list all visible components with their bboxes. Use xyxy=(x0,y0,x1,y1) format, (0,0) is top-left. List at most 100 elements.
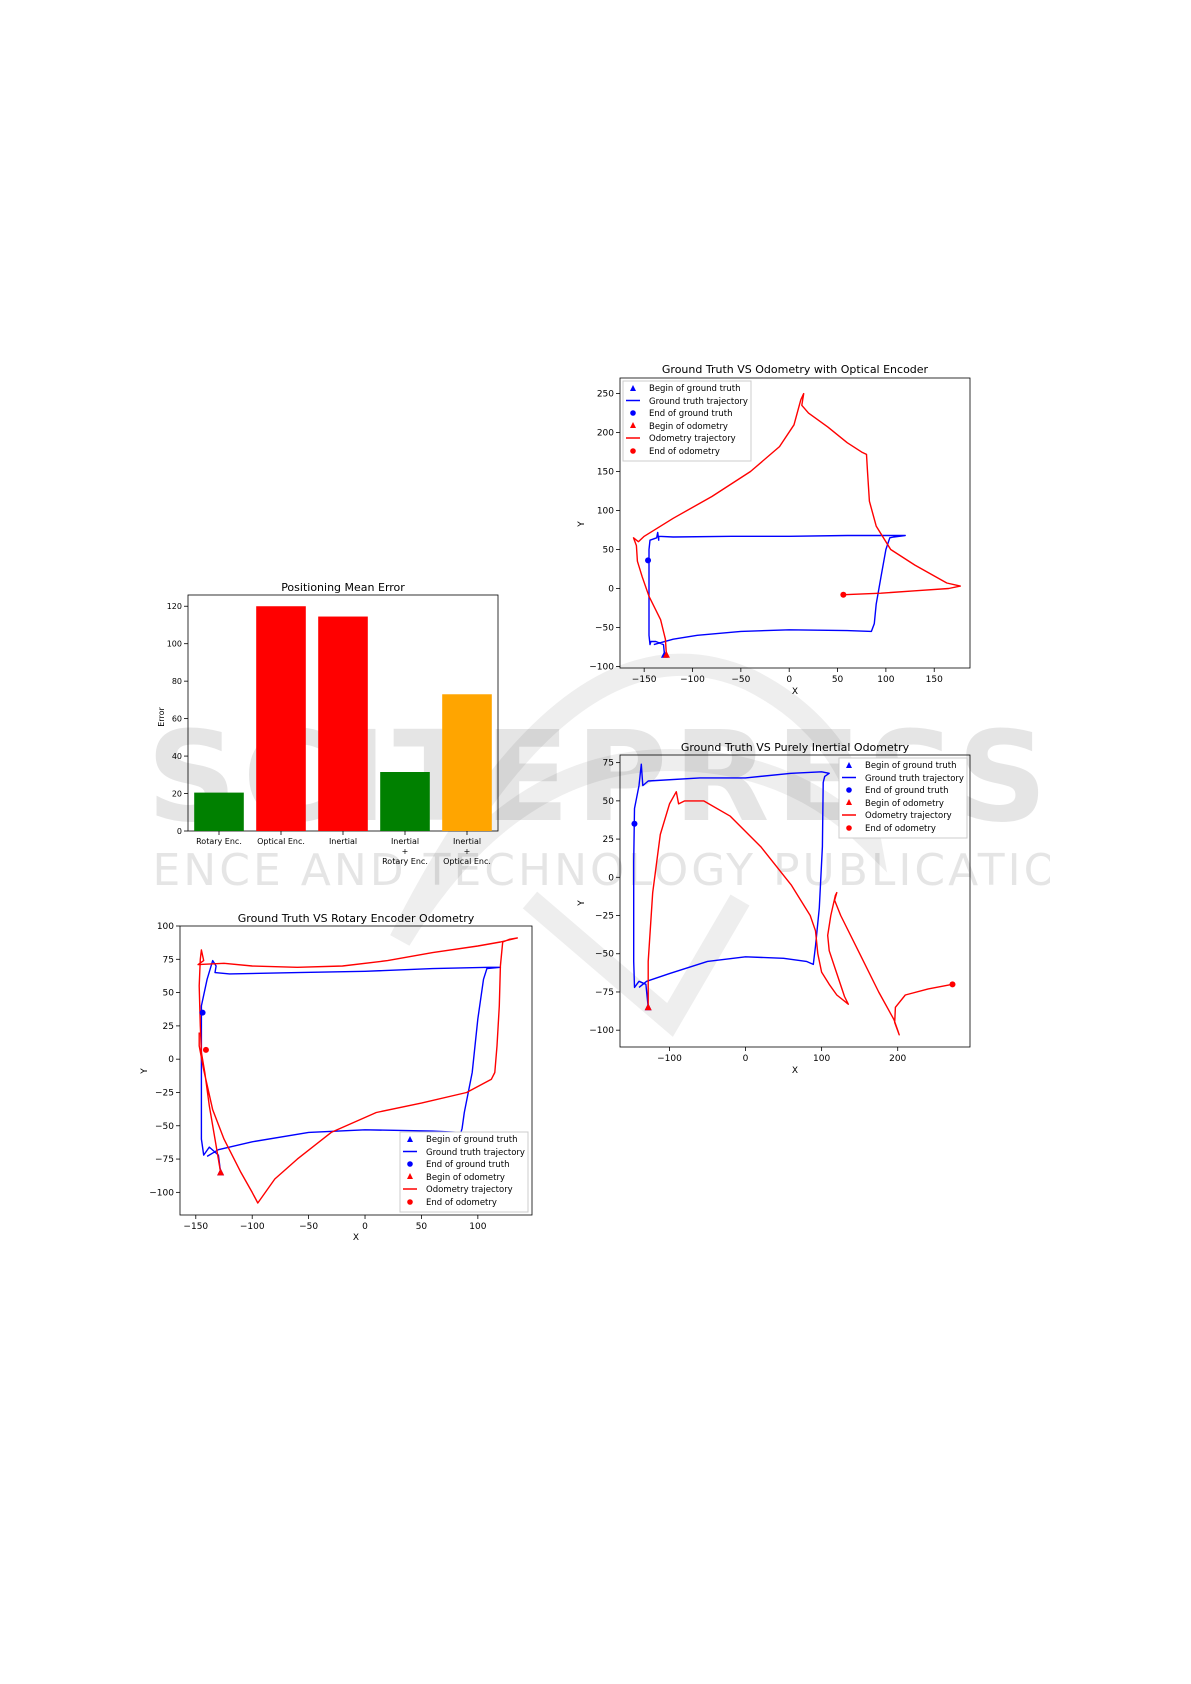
x-tick-label: −100 xyxy=(657,1054,682,1064)
y-tick-label: −25 xyxy=(155,1088,174,1098)
rotary-encoder-trajectory-plot: Ground Truth VS Rotary Encoder Odometry … xyxy=(140,912,533,1243)
x-tick-label: + xyxy=(402,847,409,856)
y-tick-label: 0 xyxy=(177,827,182,836)
bar xyxy=(380,772,430,831)
legend-od-begin-label: Begin of odometry xyxy=(865,799,944,809)
y-tick-label: 50 xyxy=(163,989,175,999)
ground-truth-line xyxy=(648,531,906,655)
x-tick-label: −100 xyxy=(240,1222,265,1232)
end-of-odometry-marker xyxy=(840,591,847,598)
legend-box xyxy=(838,757,968,839)
plot-frame xyxy=(619,377,971,669)
legend-od-begin-label: Begin of odometry xyxy=(649,422,728,432)
legend-gt-end-marker xyxy=(846,787,852,793)
x-tick-label: + xyxy=(464,847,471,856)
legend: Begin of ground truth Ground truth traje… xyxy=(622,380,752,462)
y-tick-label: −50 xyxy=(595,623,614,633)
y-tick-label: −100 xyxy=(589,662,614,672)
end-of-odometry-marker xyxy=(949,981,956,988)
legend-gt-end-marker xyxy=(407,1161,413,1167)
y-tick-label: 150 xyxy=(597,468,614,478)
bar xyxy=(194,792,244,831)
y-tick-label: 100 xyxy=(167,640,182,649)
x-tick-label: −50 xyxy=(299,1222,318,1232)
x-tick-label: 0 xyxy=(743,1054,749,1064)
odometry-line xyxy=(197,937,518,1204)
y-tick-label: 60 xyxy=(172,715,182,724)
begin-of-odometry-marker xyxy=(644,1003,652,1011)
inertial-odometry-trajectory-plot: Ground Truth VS Purely Inertial Odometry… xyxy=(577,741,971,1076)
begin-of-odometry-marker xyxy=(217,1168,225,1176)
x-tick-label: Optical Enc. xyxy=(443,857,491,866)
x-axis-label: X xyxy=(792,1066,798,1076)
x-tick-label: Inertial xyxy=(453,837,481,846)
legend-od-end-label: End of odometry xyxy=(426,1198,497,1208)
legend: Begin of ground truth Ground truth traje… xyxy=(838,757,968,839)
y-axis-label: Y xyxy=(140,1068,150,1075)
legend-gt-begin-marker xyxy=(407,1136,413,1142)
ground-truth-line xyxy=(633,763,830,1008)
legend-od-end-label: End of odometry xyxy=(649,447,720,457)
optical-encoder-trajectory-plot: Ground Truth VS Odometry with Optical En… xyxy=(577,363,971,697)
legend-od-begin-marker xyxy=(407,1173,413,1179)
legend-gt-end-label: End of ground truth xyxy=(865,786,948,796)
legend-gt-begin-label: Begin of ground truth xyxy=(865,761,957,771)
x-tick-label: −100 xyxy=(680,675,705,685)
y-tick-label: 40 xyxy=(172,752,182,761)
chart-title: Ground Truth VS Purely Inertial Odometry xyxy=(681,741,910,754)
legend-od-traj-label: Odometry trajectory xyxy=(426,1185,513,1195)
y-tick-label: 100 xyxy=(157,922,174,932)
y-tick-label: 75 xyxy=(163,955,174,965)
end-of-ground-truth-marker xyxy=(199,1009,206,1016)
legend-gt-begin-marker xyxy=(846,762,852,768)
legend-gt-traj-label: Ground truth trajectory xyxy=(426,1148,525,1158)
y-tick-label: −75 xyxy=(595,988,614,998)
chart-title: Ground Truth VS Rotary Encoder Odometry xyxy=(238,912,475,925)
x-tick-label: −50 xyxy=(731,675,750,685)
x-axis-label: X xyxy=(353,1233,359,1243)
y-tick-label: 250 xyxy=(597,390,614,400)
odometry-line xyxy=(632,392,961,655)
legend-od-end-label: End of odometry xyxy=(865,824,936,834)
legend-od-end-marker xyxy=(407,1199,413,1205)
legend-gt-begin-marker xyxy=(630,385,636,391)
odometry-line xyxy=(647,791,953,1036)
legend-gt-traj-label: Ground truth trajectory xyxy=(865,774,964,784)
bar xyxy=(256,606,306,831)
y-tick-label: 0 xyxy=(608,584,614,594)
bar xyxy=(318,616,368,831)
x-tick-label: 50 xyxy=(416,1222,428,1232)
y-tick-label: 50 xyxy=(603,546,615,556)
y-tick-label: 0 xyxy=(168,1055,174,1065)
y-tick-label: −50 xyxy=(155,1122,174,1132)
y-tick-label: −100 xyxy=(149,1188,174,1198)
y-tick-label: 80 xyxy=(172,677,182,686)
legend-gt-traj-label: Ground truth trajectory xyxy=(649,397,748,407)
x-tick-label: Inertial xyxy=(329,837,357,846)
legend-gt-end-marker xyxy=(630,410,636,416)
chart-title: Positioning Mean Error xyxy=(281,581,405,594)
legend-od-end-marker xyxy=(846,825,852,831)
begin-of-odometry-marker xyxy=(662,650,670,658)
legend-od-end-marker xyxy=(630,448,636,454)
x-tick-label: 0 xyxy=(786,675,792,685)
x-tick-label: 0 xyxy=(362,1222,368,1232)
plot-frame xyxy=(619,754,971,1048)
y-tick-label: 100 xyxy=(597,507,614,517)
legend-box xyxy=(399,1131,529,1213)
x-tick-label: Optical Enc. xyxy=(257,837,305,846)
end-of-odometry-marker xyxy=(202,1046,209,1053)
x-tick-label: 50 xyxy=(832,675,844,685)
y-tick-label: −25 xyxy=(595,912,614,922)
legend-od-traj-label: Odometry trajectory xyxy=(649,434,736,444)
x-tick-label: Rotary Enc. xyxy=(382,857,428,866)
y-tick-label: 0 xyxy=(608,873,614,883)
legend-gt-end-label: End of ground truth xyxy=(649,409,732,419)
legend-gt-end-label: End of ground truth xyxy=(426,1160,509,1170)
x-tick-label: −150 xyxy=(183,1222,208,1232)
y-tick-label: −75 xyxy=(155,1155,174,1165)
end-of-ground-truth-marker xyxy=(645,557,652,564)
y-axis-label: Y xyxy=(577,521,587,528)
plot-frame xyxy=(179,925,533,1216)
x-axis-label: X xyxy=(792,687,798,697)
